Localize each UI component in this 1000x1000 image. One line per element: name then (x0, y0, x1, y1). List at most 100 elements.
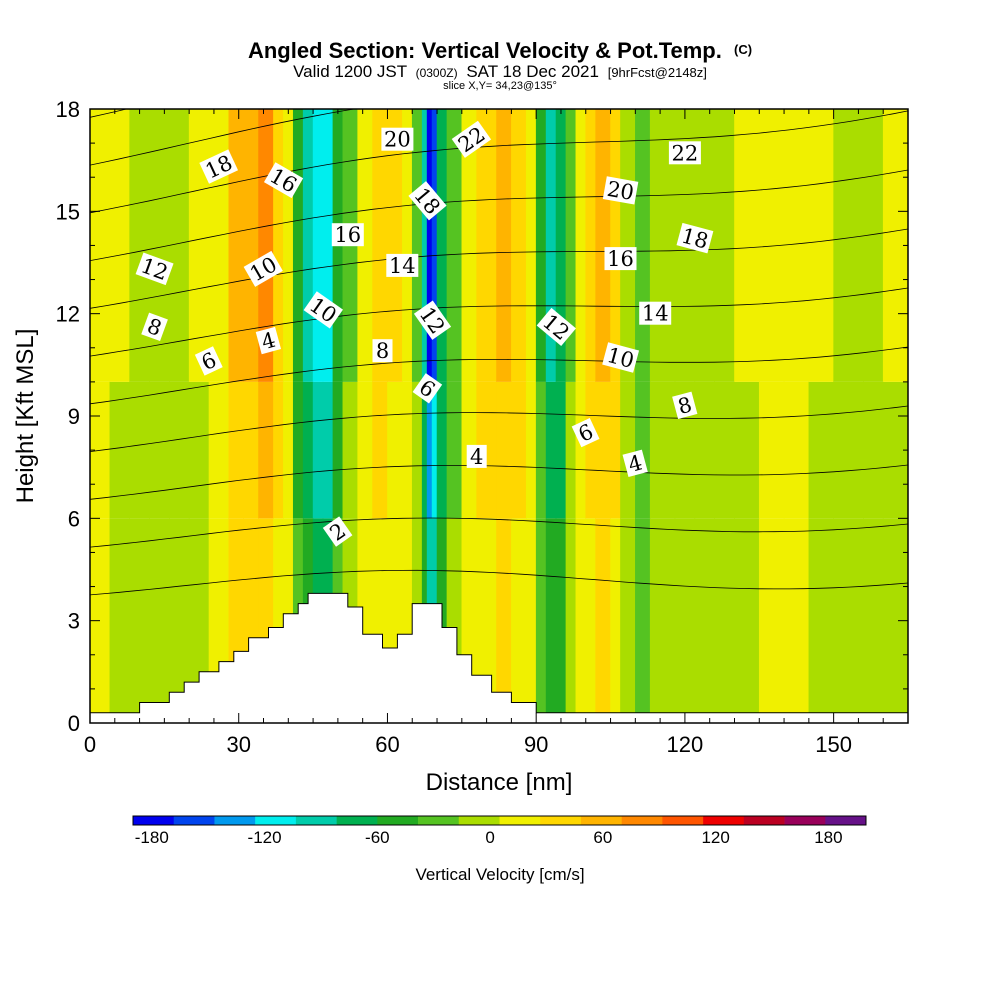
theta-contour-4 (90, 517, 908, 548)
contour-label-box (199, 149, 239, 184)
velocity-cell (228, 109, 244, 382)
contour-label-box (536, 307, 576, 347)
velocity-cell (496, 381, 512, 519)
axis-ticks: 0 30 60 90 120 150 0 3 6 9 12 15 18 (56, 97, 908, 757)
velocity-cell (292, 109, 304, 382)
contour-label-box (303, 291, 343, 329)
contour-label-box (386, 253, 419, 277)
velocity-cell (411, 381, 423, 519)
velocity-cell (585, 518, 596, 723)
velocity-cell (372, 381, 388, 519)
contour-label: 4 (255, 326, 282, 355)
velocity-cell (783, 109, 810, 382)
velocity-cell (833, 109, 864, 382)
contour-label: 16 (604, 247, 637, 271)
velocity-cell (585, 109, 596, 382)
colorbar: -180 -120 -60 0 60 120 180 (132, 815, 867, 847)
velocity-cell (169, 518, 190, 723)
velocity-cell (402, 381, 413, 519)
colorbar-swatch (662, 816, 704, 825)
velocity-cell (863, 109, 884, 382)
contour-label-box (322, 516, 353, 547)
velocity-cell (109, 381, 130, 519)
velocity-cell (525, 109, 537, 382)
vertical-velocity-field (90, 109, 908, 723)
theta-contour-10 (90, 346, 908, 405)
contour-label: 4 (622, 449, 648, 478)
y-tick-label: 15 (56, 199, 80, 224)
velocity-cell (169, 109, 190, 382)
velocity-cell (149, 518, 170, 723)
theta-contour-2 (90, 569, 908, 596)
x-tick-label: 120 (667, 732, 704, 757)
velocity-cell (496, 518, 512, 723)
velocity-cell (402, 109, 413, 382)
velocity-cell (783, 518, 810, 723)
colorbar-swatch (825, 816, 867, 825)
contour-label-box (263, 162, 304, 199)
velocity-cell (808, 518, 834, 723)
velocity-cell (555, 381, 567, 519)
colorbar-swatch (458, 816, 500, 825)
velocity-cell (535, 518, 547, 723)
contour-label-box (243, 250, 283, 287)
velocity-cell (312, 381, 324, 519)
contour-label-box (413, 300, 452, 340)
x-axis-label: Distance [nm] (426, 769, 573, 796)
contour-label-box (672, 391, 698, 420)
colorbar-tick-label: 0 (485, 828, 494, 847)
velocity-cell (595, 518, 611, 723)
velocity-cell (511, 381, 527, 519)
contour-label-box (676, 222, 714, 254)
velocity-cell (511, 518, 527, 723)
chart-subtitle: Valid 1200 JST (0300Z) SAT 18 Dec 2021 [… (293, 62, 707, 81)
velocity-cell (292, 381, 304, 519)
chart-title-main: Angled Section: Vertical Velocity & Pot.… (248, 38, 722, 63)
velocity-cell (496, 109, 512, 382)
colorbar-tick-label: 60 (593, 828, 612, 847)
velocity-cell (431, 109, 438, 382)
velocity-cell (421, 109, 428, 382)
contour-label: 8 (372, 339, 393, 363)
velocity-cell (322, 381, 334, 519)
contour-label-text: 20 (605, 177, 635, 205)
velocity-cell (342, 381, 359, 519)
velocity-cell (476, 109, 497, 382)
chart-title-unit: (C) (734, 42, 752, 57)
contour-label: 18 (676, 222, 714, 254)
contour-label: 20 (602, 176, 639, 205)
contour-label-box (255, 326, 282, 355)
colorbar-tick-label: -180 (135, 828, 169, 847)
contour-label-box (331, 223, 364, 247)
velocity-cell (436, 109, 448, 382)
contour-label-box (372, 339, 393, 363)
x-tick-label: 0 (84, 732, 96, 757)
velocity-cell (322, 109, 334, 382)
velocity-cell (149, 109, 170, 382)
contour-label-text: 4 (470, 445, 483, 469)
contour-label-box (135, 252, 174, 286)
contour-label-box (622, 449, 648, 478)
velocity-cell (758, 381, 785, 519)
colorbar-swatch (133, 816, 175, 825)
theta-contour-12 (90, 287, 908, 357)
velocity-cell (808, 381, 834, 519)
velocity-cell (208, 381, 230, 519)
y-tick-label: 0 (68, 711, 80, 736)
velocity-cell (243, 109, 259, 382)
velocity-cell (635, 381, 651, 519)
velocity-cell (649, 518, 676, 723)
velocity-cell (545, 109, 557, 382)
velocity-cell (565, 109, 577, 382)
contour-label-box (141, 312, 168, 342)
velocity-cell (694, 381, 715, 519)
velocity-cell (565, 381, 577, 519)
colorbar-swatch (703, 816, 745, 825)
y-tick-label: 6 (68, 506, 80, 531)
velocity-cell (283, 109, 294, 382)
velocity-cell (555, 109, 567, 382)
velocity-cell (169, 381, 190, 519)
theta-contour-20 (90, 109, 357, 166)
colorbar-swatch (784, 816, 826, 825)
